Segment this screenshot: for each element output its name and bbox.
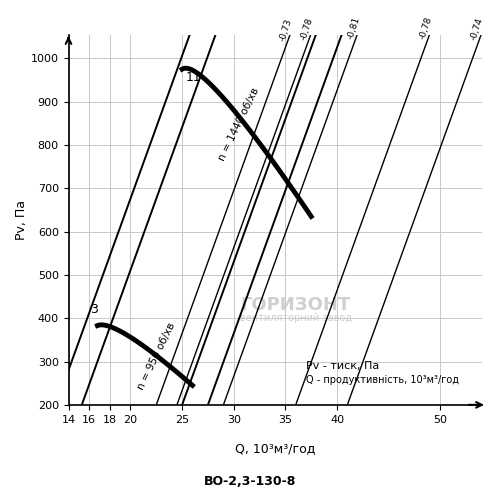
Text: Q, 10³м³/год: Q, 10³м³/год xyxy=(235,442,315,455)
Text: Pv - тиск, Па: Pv - тиск, Па xyxy=(306,361,380,371)
Text: n = 1440 об/хв: n = 1440 об/хв xyxy=(217,86,261,162)
Text: -0,81: -0,81 xyxy=(346,15,362,40)
Text: Q - продуктивність, 10³м³/год: Q - продуктивність, 10³м³/год xyxy=(306,375,459,385)
Text: n = 950 об/хв: n = 950 об/хв xyxy=(136,321,177,391)
Text: вентиляторний завод: вентиляторний завод xyxy=(240,313,352,323)
Text: -0,74: -0,74 xyxy=(470,17,485,41)
Text: 3: 3 xyxy=(90,303,98,316)
Text: ВО-2,3-130-8: ВО-2,3-130-8 xyxy=(204,475,296,488)
Text: -0,73: -0,73 xyxy=(278,17,294,42)
Y-axis label: Pv, Па: Pv, Па xyxy=(15,200,28,240)
Text: -0,78: -0,78 xyxy=(299,16,314,41)
Text: -0,78: -0,78 xyxy=(418,16,434,40)
Text: ГОРИЗОНТ: ГОРИЗОНТ xyxy=(240,296,351,314)
Text: 11: 11 xyxy=(185,71,201,84)
